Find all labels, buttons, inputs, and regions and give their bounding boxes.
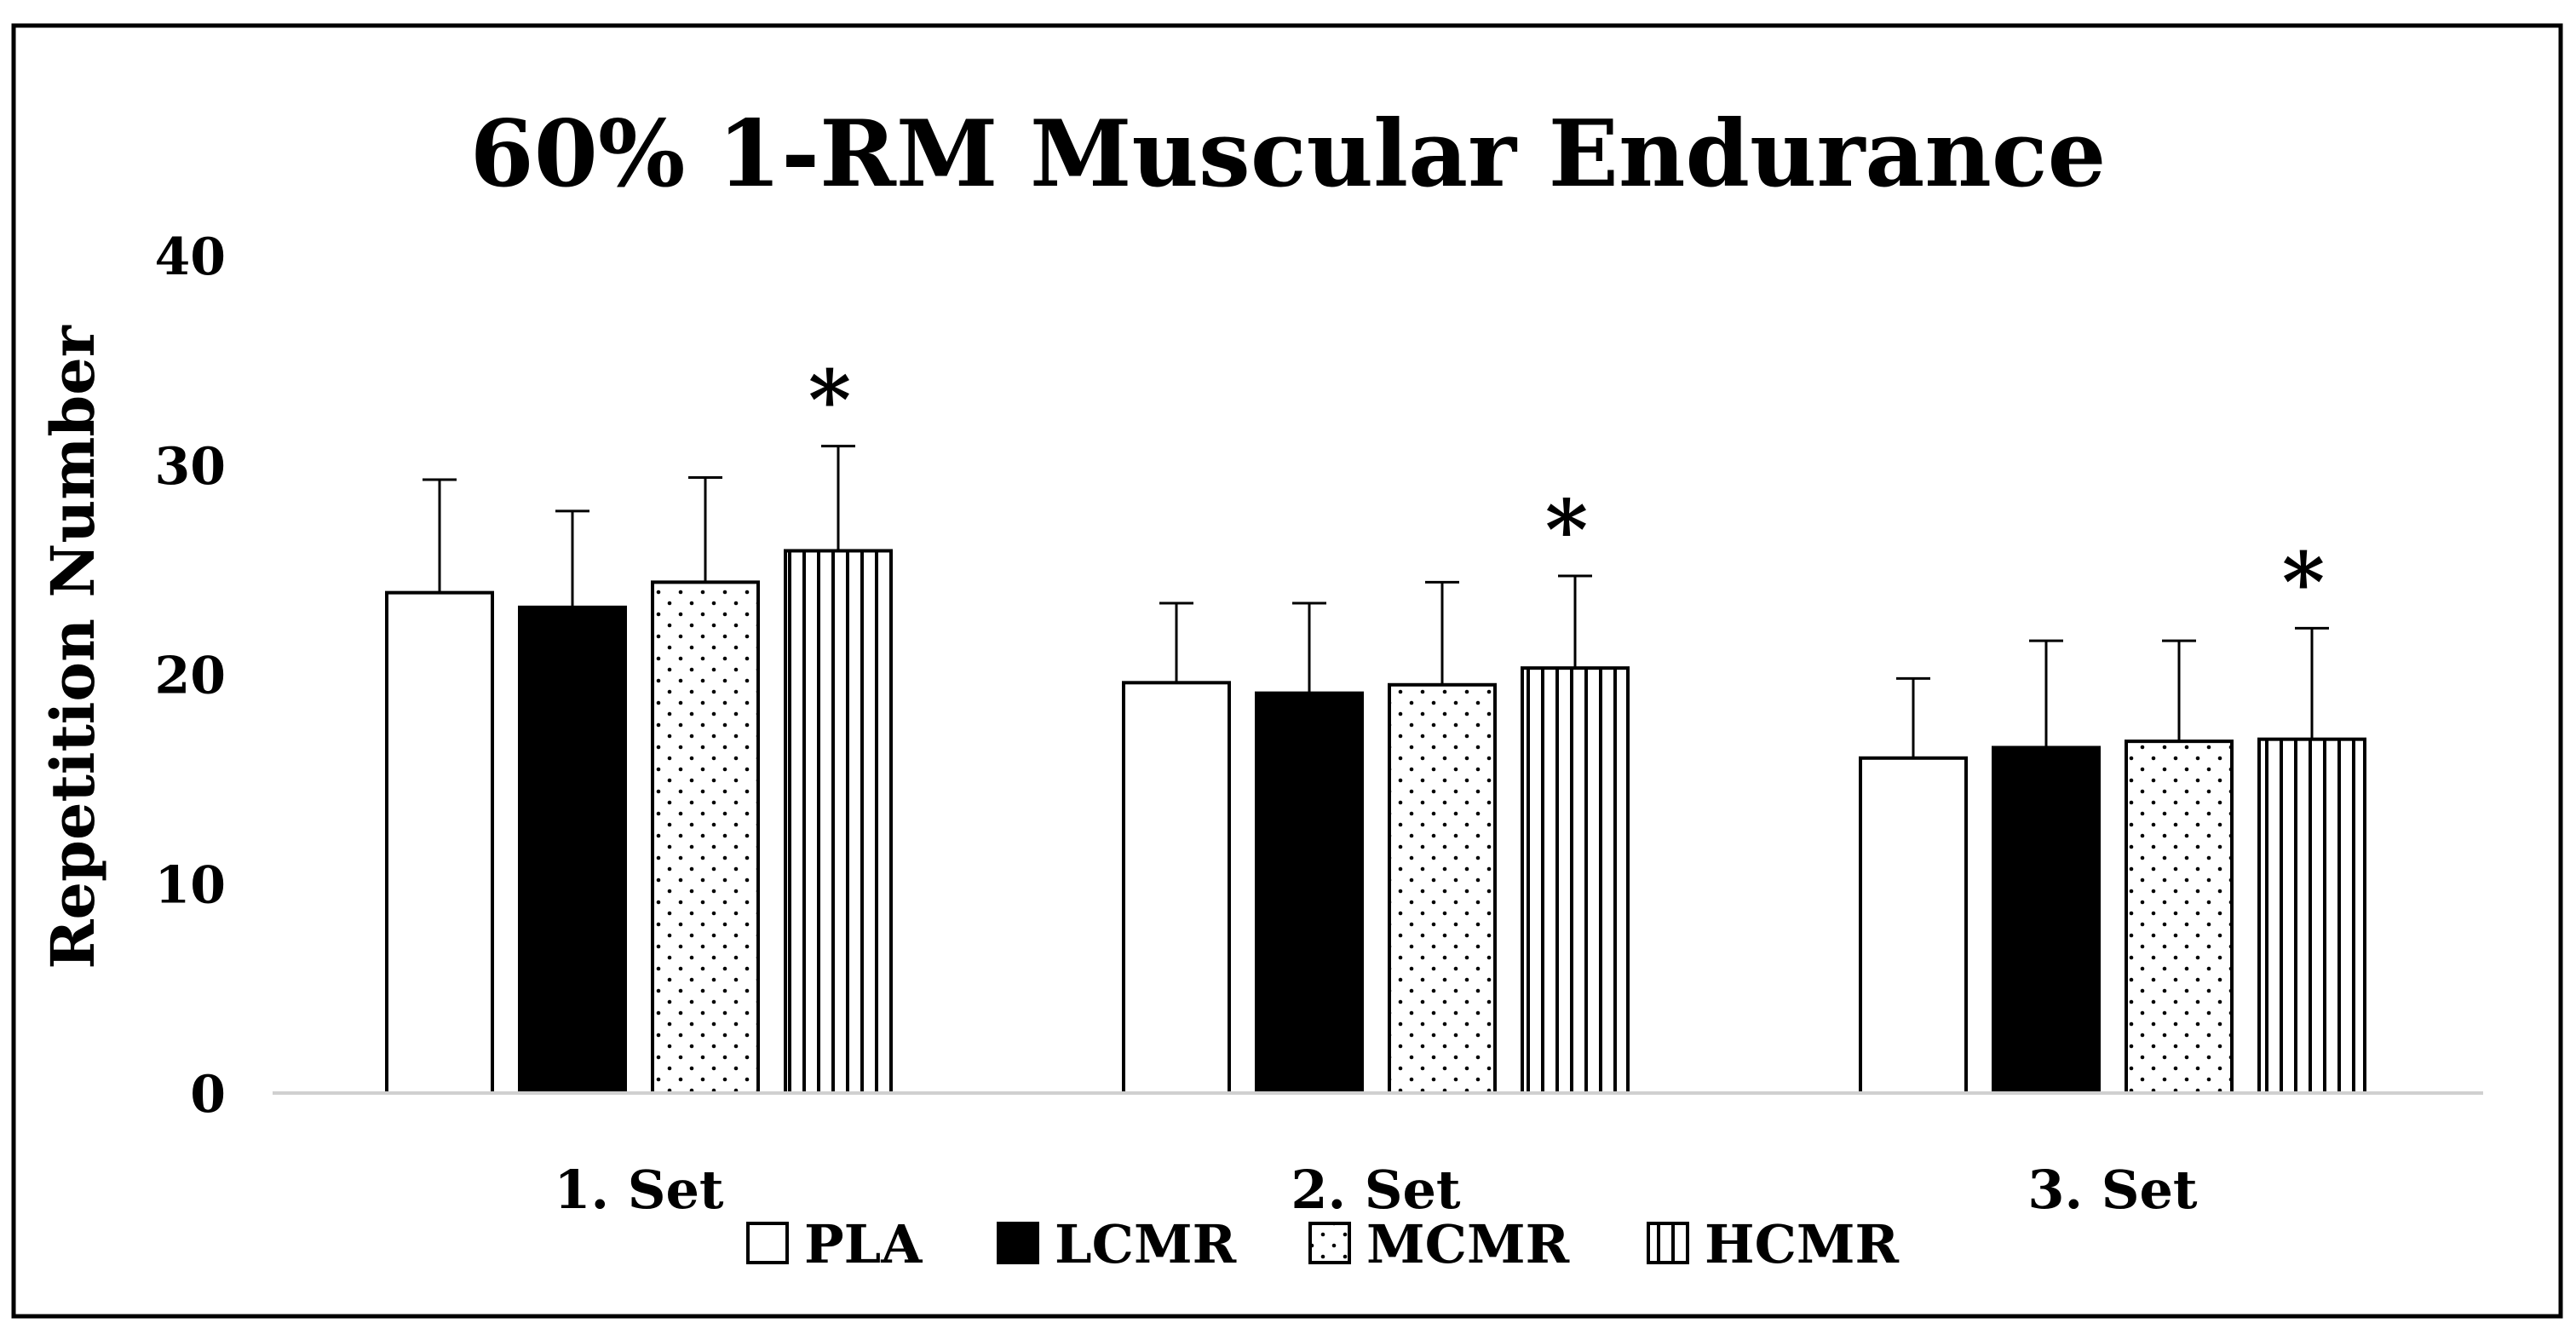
y-tick-label: 40 [155, 227, 227, 287]
legend-swatch-mcmr [1308, 1222, 1351, 1264]
significance-asterisk: * [2282, 534, 2325, 630]
y-tick-label: 30 [155, 437, 227, 497]
significance-asterisk: * [808, 353, 851, 449]
bar-hcmr-set-1 [784, 549, 893, 1095]
legend-swatch-hcmr [1647, 1222, 1689, 1264]
x-tick-label: 1. Set [554, 1159, 724, 1221]
bars-layer [385, 549, 2366, 1096]
bar-mcmr-set-3 [2125, 739, 2234, 1095]
bar-mcmr-set-2 [1388, 682, 1497, 1095]
bar-lcmr-set-2 [1255, 691, 1364, 1095]
bar-mcmr-set-1 [651, 580, 760, 1095]
bar-pla-set-3 [1859, 756, 1968, 1095]
chart-title: 60% 1-RM Muscular Endurance [470, 101, 2107, 208]
significance-markers: * * * [808, 353, 2325, 631]
bar-lcmr-set-3 [1992, 745, 2101, 1095]
legend: PLA LCMR MCMR HCMR [746, 1213, 1900, 1275]
legend-swatch-lcmr [997, 1222, 1039, 1264]
legend-label-mcmr: MCMR [1366, 1213, 1570, 1275]
x-tick-label: 3. Set [2027, 1159, 2198, 1221]
error-bars-layer [423, 445, 2329, 758]
y-tick-label: 20 [155, 647, 227, 706]
figure-border [11, 23, 2563, 1319]
legend-swatch-pla [746, 1222, 789, 1264]
y-axis-label: Repetition Number [37, 325, 108, 969]
bar-hcmr-set-3 [2257, 737, 2366, 1095]
bar-hcmr-set-2 [1521, 666, 1630, 1095]
x-tick-label: 2. Set [1291, 1159, 1461, 1221]
y-tick-label: 0 [190, 1065, 226, 1125]
significance-asterisk: * [1545, 482, 1588, 578]
legend-label-pla: PLA [804, 1213, 923, 1275]
bar-pla-set-1 [385, 590, 494, 1095]
y-tick-label: 10 [155, 855, 227, 915]
legend-label-hcmr: HCMR [1705, 1213, 1900, 1275]
legend-label-lcmr: LCMR [1055, 1213, 1237, 1275]
bar-pla-set-2 [1122, 681, 1231, 1096]
x-axis-category-labels: 1. Set 2. Set 3. Set [554, 1159, 2198, 1221]
y-axis-ticks: 0 10 20 30 40 [155, 227, 227, 1125]
bar-lcmr-set-1 [518, 605, 627, 1095]
